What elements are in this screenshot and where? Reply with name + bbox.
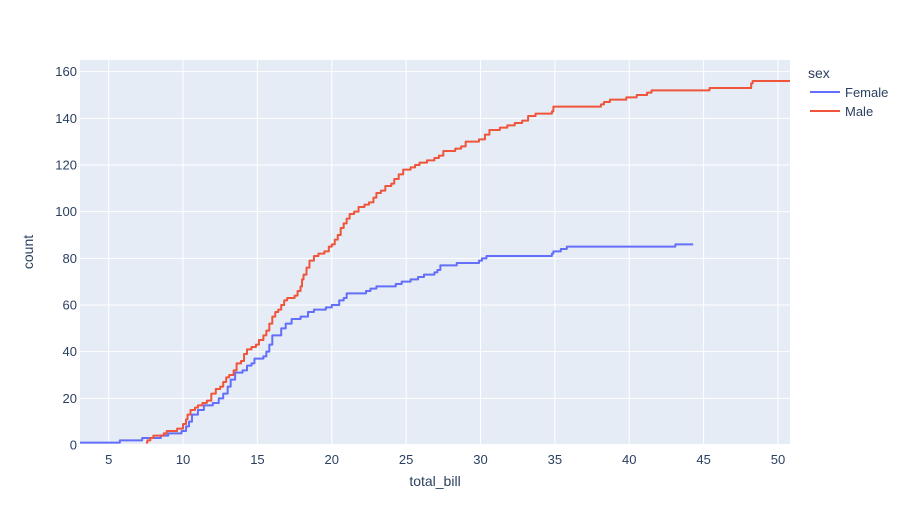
x-tick-label: 25 bbox=[399, 452, 413, 467]
y-tick-label: 20 bbox=[63, 391, 77, 406]
y-tick-label: 40 bbox=[63, 344, 77, 359]
grid-lines bbox=[80, 60, 790, 446]
y-tick-label: 0 bbox=[70, 438, 77, 453]
series-line-female[interactable] bbox=[80, 243, 694, 444]
x-tick-label: 30 bbox=[473, 452, 487, 467]
y-tick-label: 80 bbox=[63, 251, 77, 266]
x-tick-label: 35 bbox=[548, 452, 562, 467]
y-tick-label: 100 bbox=[55, 204, 77, 219]
x-tick-label: 20 bbox=[325, 452, 339, 467]
tick-labels: 5 10 15 20 25 30 35 40 45 50 0 20 40 60 80 100 120 140 160 bbox=[55, 64, 785, 467]
legend-label-male[interactable]: Male bbox=[845, 104, 873, 119]
legend: sex Female Male bbox=[808, 65, 888, 119]
x-tick-label: 40 bbox=[622, 452, 636, 467]
x-tick-label: 10 bbox=[176, 452, 190, 467]
legend-label-female[interactable]: Female bbox=[845, 85, 888, 100]
x-tick-label: 5 bbox=[105, 452, 112, 467]
y-tick-label: 60 bbox=[63, 298, 77, 313]
x-tick-label: 15 bbox=[250, 452, 264, 467]
series-line-male[interactable] bbox=[146, 80, 790, 444]
y-tick-label: 160 bbox=[55, 64, 77, 79]
y-axis-title: count bbox=[20, 235, 36, 269]
y-tick-label: 140 bbox=[55, 111, 77, 126]
x-tick-label: 50 bbox=[771, 452, 785, 467]
series-lines bbox=[80, 80, 790, 444]
y-tick-label: 120 bbox=[55, 158, 77, 173]
x-axis-title: total_bill bbox=[409, 473, 460, 489]
legend-title: sex bbox=[808, 65, 830, 81]
plot-area bbox=[80, 60, 790, 445]
x-tick-label: 45 bbox=[696, 452, 710, 467]
